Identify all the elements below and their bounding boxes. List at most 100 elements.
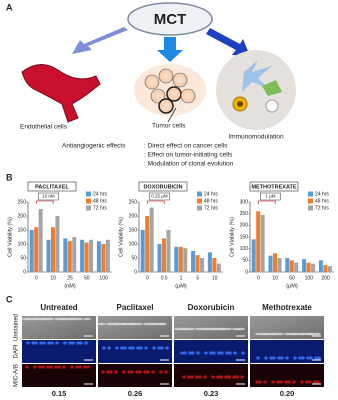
bar (195, 255, 200, 272)
micrograph (174, 316, 248, 339)
bar (178, 246, 183, 272)
cell (188, 351, 192, 355)
micrograph (22, 364, 96, 387)
bar (318, 260, 323, 272)
arrow-left (72, 27, 128, 54)
cell (306, 356, 310, 360)
cell (284, 380, 288, 384)
cell (313, 380, 317, 384)
cell (300, 332, 308, 336)
x-tick-label: 1 (180, 275, 183, 281)
cell (114, 322, 122, 326)
cell (235, 375, 239, 379)
cell (109, 370, 113, 374)
bar (67, 241, 72, 272)
cell (63, 341, 67, 345)
bar (72, 237, 77, 272)
cell (127, 370, 131, 374)
cell (50, 341, 54, 345)
x-tick-label: 0 (35, 275, 38, 281)
bar (260, 214, 265, 272)
bar (268, 255, 273, 272)
cell (219, 327, 227, 331)
micrograph (98, 340, 172, 363)
x-axis-label: (μM) (175, 283, 187, 289)
cell (39, 341, 43, 345)
bar (140, 230, 145, 272)
y-tick-label: 0 (245, 269, 248, 275)
cell (317, 356, 321, 360)
cell (227, 375, 231, 379)
cell (195, 375, 199, 379)
x-tick-label: 10 (272, 275, 278, 281)
effect: : Modulation of clonal evolution (144, 161, 234, 168)
label: Endothelial cells (20, 124, 68, 131)
cell (276, 380, 280, 384)
cell (211, 327, 219, 331)
legend-swatch (197, 198, 202, 204)
column-header: Doxorubicin (188, 303, 235, 312)
cell (216, 375, 220, 379)
cell (71, 341, 75, 345)
cell (241, 351, 245, 355)
bar (212, 258, 217, 272)
legend-swatch (308, 205, 313, 211)
cell (308, 380, 312, 384)
label: Tumor cells (152, 123, 186, 130)
micrograph (250, 340, 324, 363)
tumor-cells (144, 68, 196, 114)
legend-label: 24 hrs (93, 191, 107, 197)
bar (89, 239, 94, 272)
legend-swatch (197, 205, 202, 211)
x-tick-label: 50 (84, 275, 90, 281)
column-header: Paclitaxel (117, 303, 154, 312)
bar (323, 265, 328, 272)
cell (33, 365, 37, 369)
bar (63, 238, 68, 272)
cell (62, 365, 66, 369)
cell (151, 370, 155, 374)
column-header: Methotrexate (262, 303, 312, 312)
cell (114, 370, 118, 374)
bar (277, 258, 282, 272)
bar (46, 239, 51, 272)
cell (308, 332, 316, 336)
x-tick-label: 0.5 (161, 275, 168, 281)
cell (41, 317, 49, 321)
bar (38, 209, 43, 272)
y-tick-label: 300 (240, 199, 249, 205)
cell (309, 356, 313, 360)
x-tick-label: 25 (67, 275, 73, 281)
cell (55, 341, 59, 345)
arrow-right (206, 28, 250, 56)
cell (203, 327, 211, 331)
cell (115, 346, 119, 350)
cell (285, 356, 289, 360)
cell (26, 341, 30, 345)
bar (96, 241, 101, 272)
ratio-value: 0.15 (52, 389, 67, 398)
y-tick-label: 50 (131, 255, 137, 261)
legend-swatch (197, 191, 202, 197)
legend-label: 24 hrs (315, 191, 329, 197)
bar (80, 239, 85, 272)
cell (146, 370, 150, 374)
cell (83, 365, 87, 369)
cell (287, 380, 291, 384)
annotation: 10 nM (42, 194, 55, 199)
bar (50, 227, 55, 272)
cell (174, 327, 182, 331)
chart-title: METHOTREXATE (251, 184, 296, 190)
cell (228, 351, 232, 355)
y-tick-label: 100 (240, 246, 249, 252)
y-tick-label: 150 (129, 227, 138, 233)
cell (300, 380, 304, 384)
micrograph (22, 340, 96, 363)
y-tick-label: 100 (18, 241, 27, 247)
bar (327, 266, 332, 272)
y-tick-label: 0 (23, 269, 26, 275)
cell (284, 332, 292, 336)
cell (42, 341, 46, 345)
cell (75, 365, 79, 369)
ratio-value: 0.20 (280, 389, 295, 398)
